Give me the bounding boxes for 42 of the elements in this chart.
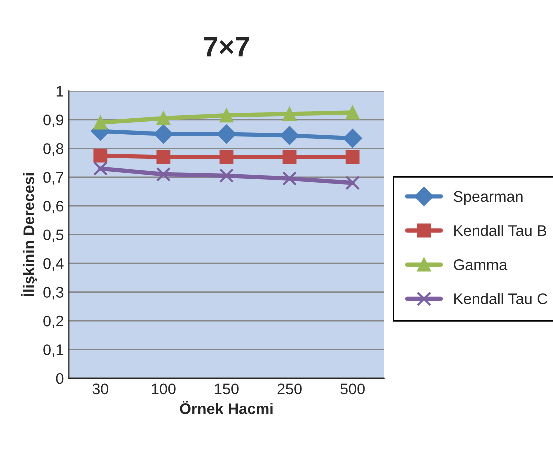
- point: [93, 161, 108, 176]
- point: [346, 106, 360, 120]
- point: [282, 107, 297, 122]
- y-tick-label: 0,2: [44, 316, 64, 329]
- point: [280, 126, 300, 146]
- point: [346, 150, 360, 164]
- y-tick-label: 0,6: [44, 200, 64, 214]
- x-tick-label: 150: [215, 384, 239, 395]
- point: [156, 167, 171, 182]
- point: [217, 124, 236, 144]
- x-tick-label: 500: [340, 384, 365, 395]
- y-tick-label: 0,7: [44, 172, 64, 185]
- y-tick-label: 0,5: [44, 230, 64, 242]
- point: [154, 124, 174, 144]
- point: [282, 150, 297, 164]
- x-tick-label: 250: [278, 384, 302, 395]
- point: [94, 116, 108, 130]
- point: [156, 112, 171, 126]
- y-tick-label: 0,3: [44, 287, 64, 300]
- y-tick-label: 0,1: [44, 344, 64, 358]
- y-tick-label: 0: [56, 373, 64, 384]
- point: [220, 150, 234, 164]
- y-axis-title: İlişkinin Derecesi: [21, 174, 38, 296]
- x-tick-label: 100: [152, 384, 176, 395]
- chart-title: 7×7: [204, 38, 250, 57]
- point: [219, 168, 234, 184]
- y-tick-label: 1: [56, 86, 64, 97]
- point: [156, 150, 171, 164]
- y-tick-label: 0,4: [44, 258, 64, 272]
- y-tick-label: 0,8: [44, 144, 64, 156]
- x-axis-title: Örnek Hacmi: [180, 401, 273, 414]
- legend-label: Kendall Tau C: [454, 293, 548, 304]
- point: [94, 148, 108, 163]
- y-tick-label: 0,9: [44, 114, 64, 128]
- point: [220, 108, 234, 123]
- legend-label: Kendall Tau B: [454, 225, 546, 236]
- point: [346, 176, 360, 190]
- point: [282, 172, 298, 186]
- point: [343, 129, 362, 148]
- x-tick-label: 30: [92, 384, 109, 395]
- legend-label: Gamma: [454, 260, 508, 270]
- legend-label: Spearman: [454, 191, 523, 206]
